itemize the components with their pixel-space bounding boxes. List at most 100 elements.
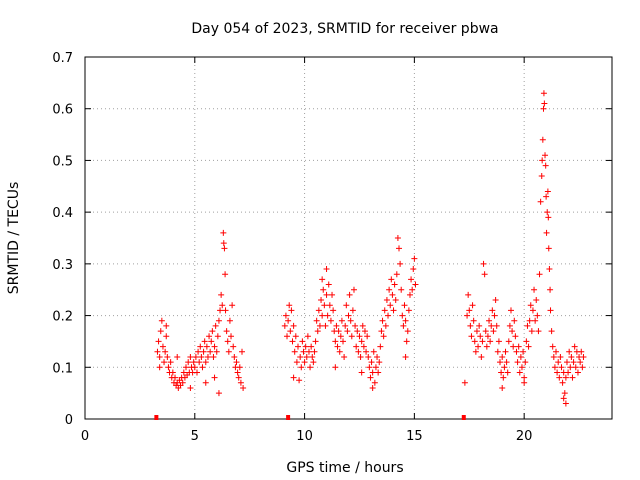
data-point <box>191 364 198 371</box>
data-point <box>335 328 342 335</box>
data-point <box>386 286 393 293</box>
data-point <box>478 353 485 360</box>
data-point <box>480 260 487 267</box>
data-point <box>570 359 577 366</box>
data-point <box>525 343 532 350</box>
y-tick-label: 0.4 <box>52 206 73 221</box>
data-point <box>204 353 211 360</box>
data-point <box>545 245 552 252</box>
data-point <box>483 343 490 350</box>
data-markers <box>154 90 587 407</box>
data-point <box>219 302 226 309</box>
data-point <box>561 390 568 397</box>
data-point <box>380 333 387 340</box>
data-point <box>521 374 528 381</box>
data-point <box>501 364 508 371</box>
data-point <box>180 369 187 376</box>
data-point <box>220 229 227 236</box>
data-point <box>208 338 215 345</box>
data-point <box>212 322 219 329</box>
data-point <box>211 374 218 381</box>
data-point <box>554 369 561 376</box>
data-point <box>312 338 319 345</box>
data-point <box>290 374 297 381</box>
data-point <box>546 266 553 273</box>
data-point <box>475 343 482 350</box>
data-point <box>311 348 318 355</box>
data-point <box>566 348 573 355</box>
data-point <box>503 359 510 366</box>
data-point <box>361 328 368 335</box>
data-point <box>562 400 569 407</box>
data-point <box>495 338 502 345</box>
data-point <box>493 322 500 329</box>
data-point <box>382 322 389 329</box>
data-point <box>281 322 288 329</box>
data-point <box>550 353 557 360</box>
data-point <box>202 359 209 366</box>
data-point <box>215 317 222 324</box>
data-point <box>323 291 330 298</box>
data-point <box>393 271 400 278</box>
data-point <box>223 328 230 335</box>
data-point <box>534 312 541 319</box>
data-point <box>199 364 206 371</box>
data-point <box>557 353 564 360</box>
data-point <box>342 322 349 329</box>
data-point <box>349 307 356 314</box>
data-point <box>211 343 218 350</box>
data-point <box>563 359 570 366</box>
data-point <box>520 348 527 355</box>
data-point <box>359 322 366 329</box>
data-point <box>213 348 220 355</box>
chart-title: Day 054 of 2023, SRMTID for receiver pbw… <box>191 21 498 37</box>
data-point <box>381 307 388 314</box>
data-point <box>521 379 528 386</box>
data-point <box>288 307 295 314</box>
data-point <box>369 369 376 376</box>
data-point <box>322 322 329 329</box>
data-point <box>411 255 418 262</box>
data-point <box>476 322 483 329</box>
data-point <box>471 338 478 345</box>
data-point <box>164 353 171 360</box>
gap-marker <box>154 415 159 420</box>
data-point <box>494 348 501 355</box>
data-point <box>568 353 575 360</box>
data-point <box>358 369 365 376</box>
data-point <box>174 353 181 360</box>
data-point <box>286 302 293 309</box>
data-point <box>578 348 585 355</box>
data-point <box>531 286 538 293</box>
data-point <box>385 312 392 319</box>
data-point <box>298 364 305 371</box>
data-point <box>319 312 326 319</box>
data-point <box>220 240 227 247</box>
data-point <box>234 369 241 376</box>
data-point <box>236 364 243 371</box>
data-point <box>343 302 350 309</box>
data-point <box>412 281 419 288</box>
data-point <box>481 271 488 278</box>
data-point <box>364 333 371 340</box>
data-point <box>400 322 407 329</box>
data-point <box>371 379 378 386</box>
data-point <box>370 348 377 355</box>
data-point <box>562 374 569 381</box>
data-point <box>567 364 574 371</box>
gap-markers <box>154 415 466 420</box>
data-point <box>499 353 506 360</box>
data-point <box>378 328 385 335</box>
data-point <box>300 348 307 355</box>
data-point <box>524 322 531 329</box>
y-tick-label: 0.5 <box>52 154 73 169</box>
data-point <box>229 302 236 309</box>
data-point <box>346 291 353 298</box>
data-point <box>541 100 548 107</box>
data-point <box>203 343 210 350</box>
data-point <box>374 353 381 360</box>
data-point <box>544 188 551 195</box>
data-point <box>344 328 351 335</box>
data-point <box>396 245 403 252</box>
data-point <box>222 271 229 278</box>
